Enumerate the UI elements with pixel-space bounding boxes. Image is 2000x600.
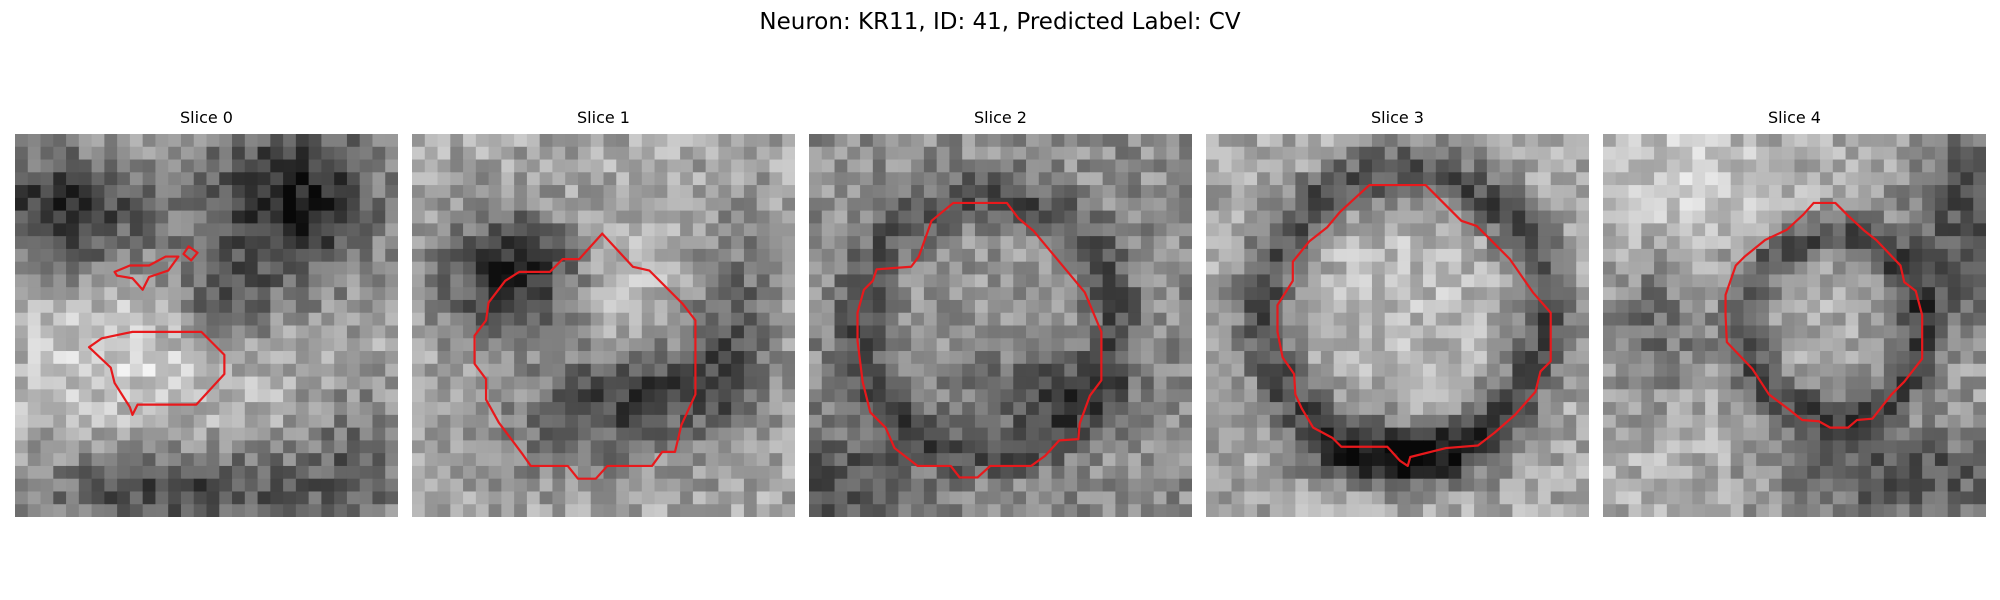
segmentation-contour <box>473 232 697 480</box>
slice-image-1 <box>412 134 795 517</box>
pixel-grid <box>809 134 1192 517</box>
slice-panel-2: Slice 2 <box>809 108 1192 517</box>
slice-panel-1: Slice 1 <box>412 108 795 517</box>
slice-title: Slice 2 <box>974 108 1027 127</box>
slice-title: Slice 0 <box>180 108 233 127</box>
segmentation-contour <box>1276 183 1552 468</box>
segmentation-contour <box>1724 201 1924 429</box>
slice-title: Slice 1 <box>577 108 630 127</box>
slice-image-4 <box>1603 134 1986 517</box>
pixel-grid <box>15 134 398 517</box>
slice-title: Slice 4 <box>1768 108 1821 127</box>
segmentation-contour <box>87 330 226 416</box>
slice-title: Slice 3 <box>1371 108 1424 127</box>
pixel-grid <box>412 134 795 517</box>
pixel-grid <box>1206 134 1589 517</box>
segmentation-contour <box>113 255 180 291</box>
segmentation-contour <box>856 201 1103 479</box>
slice-panel-4: Slice 4 <box>1603 108 1986 517</box>
slice-image-0 <box>15 134 398 517</box>
slice-panel-0: Slice 0 <box>15 108 398 517</box>
segmentation-contour <box>182 245 199 262</box>
pixel-grid <box>1603 134 1986 517</box>
slice-image-2 <box>809 134 1192 517</box>
slice-image-3 <box>1206 134 1589 517</box>
figure-title: Neuron: KR11, ID: 41, Predicted Label: C… <box>759 9 1241 35</box>
slice-panel-3: Slice 3 <box>1206 108 1589 517</box>
